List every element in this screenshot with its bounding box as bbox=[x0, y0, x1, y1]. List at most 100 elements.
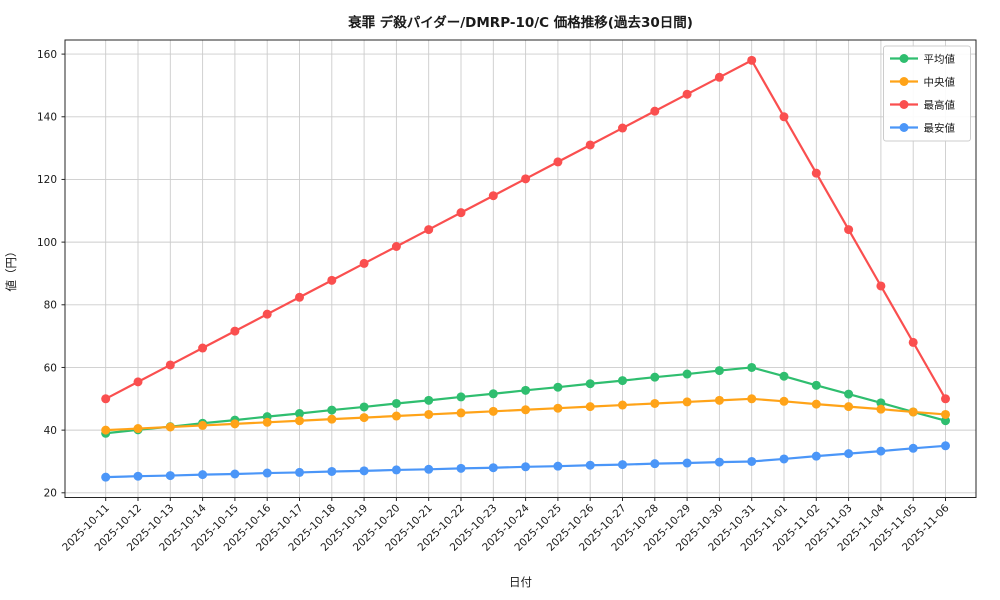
series-max-point bbox=[133, 377, 143, 387]
series-min-point bbox=[908, 443, 918, 453]
series-median-point bbox=[779, 396, 789, 406]
series-min-point bbox=[230, 469, 240, 479]
legend-marker-max bbox=[899, 100, 909, 109]
series-max-point bbox=[650, 106, 660, 116]
series-median-point bbox=[714, 395, 724, 405]
series-average-point bbox=[618, 376, 627, 386]
series-min-point bbox=[359, 466, 369, 476]
series-max-point bbox=[165, 360, 175, 370]
series-min-point bbox=[133, 471, 143, 481]
legend-marker-min bbox=[899, 123, 909, 132]
series-median-point bbox=[133, 424, 143, 434]
series-average-point bbox=[553, 382, 563, 392]
series-max-point bbox=[779, 112, 789, 122]
series-median-point bbox=[941, 409, 950, 419]
series-median-point bbox=[650, 398, 660, 408]
series-median-point bbox=[618, 400, 627, 410]
series-average-point bbox=[682, 369, 692, 379]
series-median-point bbox=[844, 402, 854, 412]
axes bbox=[61, 39, 977, 501]
series-median-point bbox=[165, 422, 175, 432]
x-axis-label: 日付 bbox=[509, 575, 532, 589]
legend-item-max: 最高値 bbox=[890, 98, 955, 111]
series-median-point bbox=[359, 413, 369, 423]
series-max-point bbox=[553, 157, 563, 167]
series-min-point bbox=[844, 449, 854, 459]
series-min-point bbox=[101, 472, 111, 482]
series-average-point bbox=[941, 416, 950, 426]
series-median-point bbox=[327, 414, 337, 424]
series-max-point bbox=[198, 343, 208, 353]
series-max-point bbox=[908, 337, 918, 347]
series-average-point bbox=[391, 398, 401, 408]
series-min-point bbox=[682, 458, 692, 468]
legend-label-max: 最高値 bbox=[924, 98, 956, 111]
y-tick-label: 60 bbox=[44, 362, 57, 374]
series-min-point bbox=[779, 454, 789, 464]
legend-box bbox=[883, 45, 971, 142]
series-min-point bbox=[198, 470, 208, 480]
series-layer bbox=[101, 55, 950, 482]
series-max-point bbox=[585, 140, 595, 150]
y-tick-label: 20 bbox=[44, 488, 57, 500]
plot-border bbox=[64, 39, 977, 498]
series-min-point bbox=[811, 451, 821, 461]
series-max-point bbox=[521, 174, 531, 184]
legend-item-min: 最安値 bbox=[890, 121, 955, 134]
series-median-point bbox=[456, 408, 466, 418]
series-median-point bbox=[585, 402, 595, 412]
series-max-point bbox=[295, 292, 304, 302]
series-median bbox=[101, 394, 950, 435]
series-min-point bbox=[262, 468, 272, 478]
y-tick-label: 120 bbox=[37, 174, 57, 186]
series-average-point bbox=[779, 371, 789, 381]
series-max-point bbox=[359, 258, 369, 268]
series-average-point bbox=[811, 380, 821, 390]
series-min-point bbox=[876, 446, 886, 456]
series-max-point bbox=[747, 55, 757, 65]
series-average-point bbox=[650, 372, 660, 382]
series-max bbox=[101, 55, 950, 404]
series-median-point bbox=[908, 407, 918, 417]
series-min-point bbox=[488, 463, 498, 473]
series-min-point bbox=[747, 456, 757, 466]
y-tick-label: 160 bbox=[37, 49, 57, 61]
series-median-point bbox=[811, 399, 821, 409]
legend-item-median: 中央値 bbox=[890, 75, 955, 88]
series-max-point bbox=[391, 242, 401, 252]
series-median-point bbox=[553, 403, 563, 413]
y-tick-label: 40 bbox=[44, 425, 57, 437]
series-median-point bbox=[230, 419, 240, 429]
series-average-point bbox=[359, 402, 369, 412]
series-min-point bbox=[295, 467, 304, 477]
series-median-point bbox=[682, 397, 692, 407]
series-average-point bbox=[521, 385, 531, 395]
series-min-point bbox=[650, 459, 660, 469]
series-median-point bbox=[295, 416, 304, 426]
series-median-point bbox=[198, 420, 208, 430]
series-min-point bbox=[456, 463, 466, 473]
series-median-point bbox=[876, 404, 886, 414]
series-max-point bbox=[327, 275, 337, 285]
series-average-point bbox=[876, 398, 886, 408]
series-average-point bbox=[585, 379, 595, 389]
series-min bbox=[101, 441, 950, 482]
series-min-point bbox=[391, 465, 401, 475]
grid bbox=[65, 40, 976, 498]
legend-item-average: 平均値 bbox=[890, 52, 955, 65]
series-average-point bbox=[456, 392, 466, 402]
series-min-point bbox=[327, 466, 337, 476]
series-median-point bbox=[262, 417, 272, 427]
series-max-point bbox=[618, 123, 627, 133]
series-max-point bbox=[941, 394, 950, 404]
series-average-point bbox=[844, 389, 854, 399]
series-min-point bbox=[618, 460, 627, 470]
series-average-point bbox=[424, 395, 434, 405]
legend-label-min: 最安値 bbox=[924, 121, 956, 134]
legend-label-average: 平均値 bbox=[924, 52, 956, 65]
series-min-point bbox=[165, 471, 175, 481]
series-average-point bbox=[295, 409, 304, 419]
y-tick-label: 140 bbox=[37, 112, 57, 124]
series-median-point bbox=[391, 411, 401, 421]
